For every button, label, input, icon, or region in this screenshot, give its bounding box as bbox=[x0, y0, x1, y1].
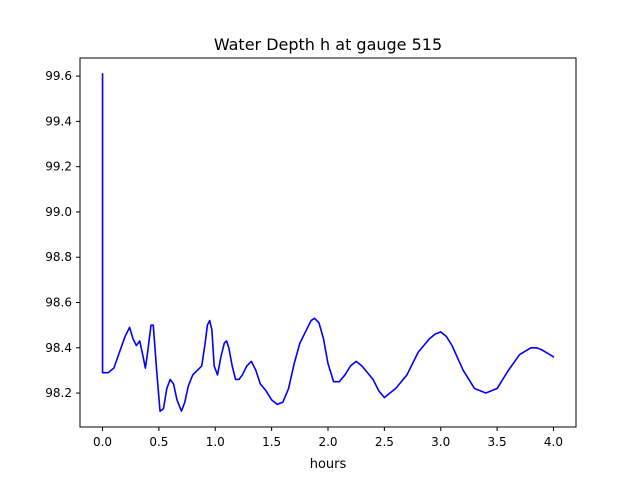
series-line-0 bbox=[101, 73, 555, 412]
y-tick-label: 99.4 bbox=[45, 114, 72, 128]
x-axis-label: hours bbox=[310, 457, 347, 472]
y-tick-label: 99.6 bbox=[45, 69, 72, 83]
plot-layer bbox=[101, 73, 555, 412]
x-tick-label: 3.0 bbox=[431, 435, 450, 449]
x-tick-label: 2.0 bbox=[318, 435, 337, 449]
axes-frame bbox=[79, 57, 577, 428]
x-tick-label: 0.5 bbox=[149, 435, 168, 449]
x-tick-label: 4.0 bbox=[544, 435, 563, 449]
y-tick-label: 98.8 bbox=[45, 250, 72, 264]
chart-title: Water Depth h at gauge 515 bbox=[214, 35, 442, 54]
y-tick-label: 98.2 bbox=[45, 386, 72, 400]
x-tick-label: 1.0 bbox=[206, 435, 225, 449]
y-tick-label: 99.2 bbox=[45, 160, 72, 174]
x-tick-label: 2.5 bbox=[375, 435, 394, 449]
x-tick-label: 1.5 bbox=[262, 435, 281, 449]
y-tick-label: 99.0 bbox=[45, 205, 72, 219]
x-tick-label: 3.5 bbox=[488, 435, 507, 449]
y-tick-label: 98.6 bbox=[45, 295, 72, 309]
axes-layer: 0.0 0.5 1.0 1.5 2.0 2.5 3.0 3.5 4.0 98.2 98.4 98.6 9… bbox=[45, 57, 577, 449]
x-tick-label: 0.0 bbox=[93, 435, 112, 449]
y-tick-label: 98.4 bbox=[45, 341, 72, 355]
